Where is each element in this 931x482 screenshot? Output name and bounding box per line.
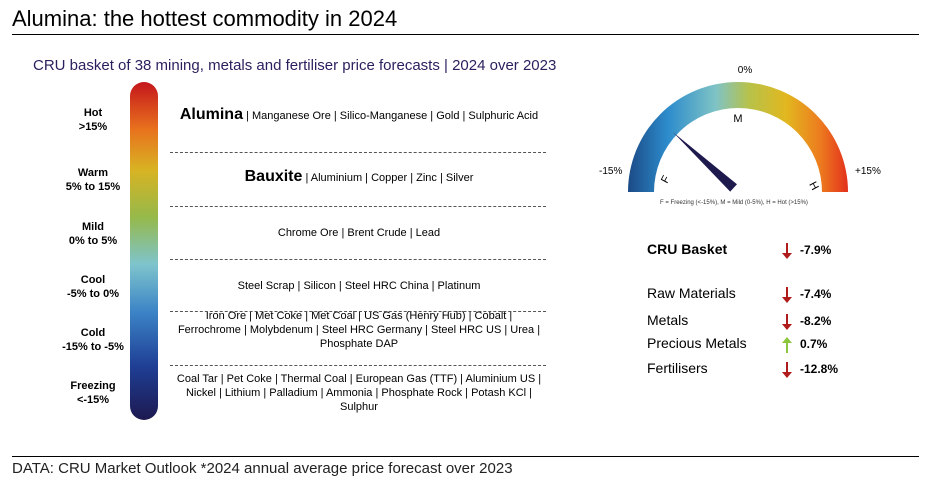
footer-rule (12, 456, 919, 457)
temperature-scale-bar (130, 82, 158, 420)
tier-commodities-text: Sulphur (340, 401, 378, 413)
chart-subtitle: CRU basket of 38 mining, metals and fert… (33, 57, 557, 74)
tier-commodities-text: Coal Tar | Pet Coke | Thermal Coal | Eur… (176, 373, 542, 385)
down-arrow-icon (780, 286, 794, 304)
tier-label-cool: Cool -5% to 0% (40, 273, 146, 301)
tier-commodities-text: Steel Scrap | Silicon | Steel HRC China … (237, 280, 481, 292)
tier-label-hot: Hot >15% (40, 106, 146, 134)
down-arrow-icon (780, 313, 794, 331)
tier-range: 5% to 15% (65, 181, 121, 193)
basket-row-value: -8.2% (800, 314, 832, 328)
tier-divider (170, 311, 546, 312)
tier-commodities-line: Phosphate DAP (170, 337, 548, 351)
tier-divider (170, 365, 546, 366)
tier-commodities-text: Phosphate DAP (319, 338, 399, 350)
tier-label-freezing: Freezing <-15% (40, 379, 146, 407)
basket-row-name: Metals (647, 312, 689, 328)
gauge-zone-label-f: F (659, 174, 673, 186)
tier-range: -15% to -5% (62, 341, 124, 353)
basket-row-name: Raw Materials (647, 285, 736, 301)
tier-commodities-text: Ferrochrome | Molybdenum | Steel HRC Ger… (177, 324, 541, 336)
gauge-mid-label: 0% (738, 65, 753, 76)
tier-commodities-line: Bauxite | Aluminium | Copper | Zinc | Si… (170, 168, 548, 185)
gauge-needle (673, 132, 737, 192)
title-rule (12, 34, 919, 35)
basket-row-value: 0.7% (800, 337, 828, 351)
tier-commodities-text: Iron Ore | Met Coke | Met Coal | US Gas … (205, 310, 513, 322)
basket-row-value: -12.8% (800, 362, 839, 376)
tier-commodities-line: Alumina | Manganese Ore | Silico-Mangane… (170, 106, 548, 123)
tier-label-cold: Cold -15% to -5% (40, 326, 146, 354)
tier-label-mild: Mild 0% to 5% (40, 220, 146, 248)
tier-name: Mild (82, 221, 104, 233)
tier-commodities-text: Chrome Ore | Brent Crude | Lead (277, 227, 441, 239)
gauge-legend: F = Freezing (<-15%), M = Mild (0-5%), H… (660, 200, 808, 206)
basket-row-value: -7.4% (800, 287, 832, 301)
tier-divider (170, 152, 546, 153)
tier-name: Cool (80, 274, 106, 286)
tier-commodities-line: Sulphur (170, 400, 548, 414)
tier-lead-commodity: Bauxite (244, 168, 303, 185)
source-note: DATA: CRU Market Outlook *2024 annual av… (12, 460, 513, 477)
basket-row-name: Precious Metals (647, 335, 747, 351)
tier-range: >15% (78, 121, 108, 133)
gauge-zone-label-m: M (733, 113, 742, 125)
gauge-arc (628, 82, 848, 192)
tier-name: Cold (80, 327, 106, 339)
tier-label-warm: Warm 5% to 15% (40, 166, 146, 194)
basket-headline-value: -7.9% (800, 243, 832, 257)
tier-commodities-line: Ferrochrome | Molybdenum | Steel HRC Ger… (170, 323, 548, 337)
basket-row-name: Fertilisers (647, 360, 708, 376)
tier-name: Freezing (70, 380, 116, 392)
tier-commodities-text: Nickel | Lithium | Palladium | Ammonia |… (185, 387, 533, 399)
up-arrow-icon (780, 336, 794, 354)
tier-commodities-line: Nickel | Lithium | Palladium | Ammonia |… (170, 386, 548, 400)
tier-row-freezing: Coal Tar | Pet Coke | Thermal Coal | Eur… (170, 372, 548, 414)
tier-row-cool: Steel Scrap | Silicon | Steel HRC China … (170, 279, 548, 293)
tier-divider (170, 206, 546, 207)
tier-row-mild: Chrome Ore | Brent Crude | Lead (170, 226, 548, 240)
tier-commodities-line: Steel Scrap | Silicon | Steel HRC China … (170, 279, 548, 293)
tier-commodities-text: | Manganese Ore | Silico-Manganese | Gol… (242, 110, 539, 122)
down-arrow-icon (780, 242, 794, 260)
tier-commodities-text: | Aluminium | Copper | Zinc | Silver (302, 172, 474, 184)
gauge-zone-label-h: H (806, 180, 820, 193)
down-arrow-icon (780, 361, 794, 379)
basket-gauge: F M H -15% 0% +15% F = Freezing (<-15%),… (599, 65, 881, 206)
tier-name: Warm (77, 167, 109, 179)
tier-commodities-line: Iron Ore | Met Coke | Met Coal | US Gas … (170, 309, 548, 323)
tier-range: 0% to 5% (68, 235, 118, 247)
gauge-max-label: +15% (855, 166, 881, 177)
tier-name: Hot (83, 107, 103, 119)
tier-lead-commodity: Alumina (179, 106, 243, 123)
tier-range: <-15% (76, 394, 110, 406)
tier-row-cold: Iron Ore | Met Coke | Met Coal | US Gas … (170, 309, 548, 351)
tier-row-hot: Alumina | Manganese Ore | Silico-Mangane… (170, 106, 548, 123)
tier-range: -5% to 0% (67, 288, 119, 300)
tier-commodities-line: Coal Tar | Pet Coke | Thermal Coal | Eur… (170, 372, 548, 386)
tier-commodities-line: Chrome Ore | Brent Crude | Lead (170, 226, 548, 240)
basket-headline-name: CRU Basket (647, 241, 728, 257)
gauge-min-label: -15% (599, 166, 622, 177)
tier-divider (170, 259, 546, 260)
page-title: Alumina: the hottest commodity in 2024 (12, 6, 398, 31)
tier-row-warm: Bauxite | Aluminium | Copper | Zinc | Si… (170, 168, 548, 185)
